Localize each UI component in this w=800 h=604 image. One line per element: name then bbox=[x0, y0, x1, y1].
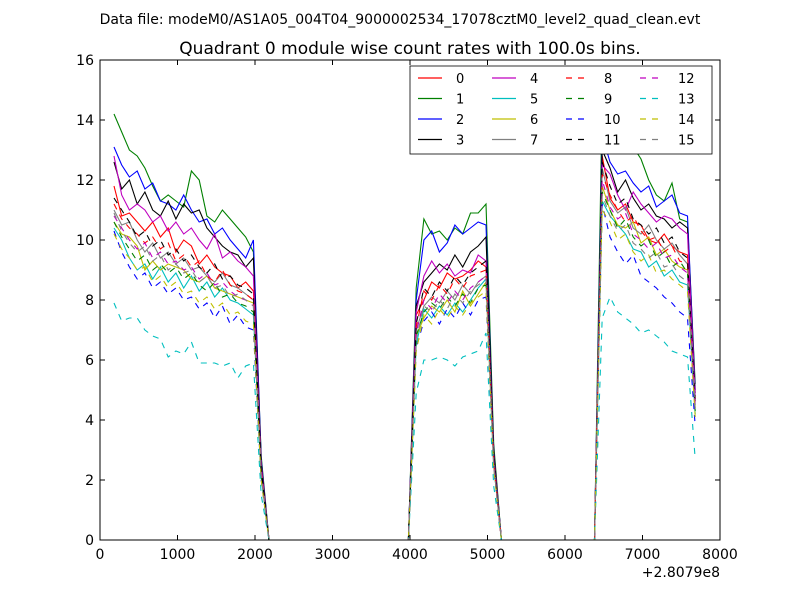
legend-label-8: 8 bbox=[604, 72, 612, 87]
y-tick-label: 10 bbox=[76, 233, 94, 249]
legend-label-4: 4 bbox=[530, 72, 538, 87]
y-tick-label: 4 bbox=[85, 413, 94, 429]
legend-label-6: 6 bbox=[530, 113, 538, 128]
x-tick-label: 5000 bbox=[470, 547, 506, 563]
legend-label-2: 2 bbox=[456, 113, 464, 128]
chart-title: Quadrant 0 module wise count rates with … bbox=[179, 39, 640, 59]
y-tick-label: 2 bbox=[85, 473, 94, 489]
x-tick-label: 1000 bbox=[160, 547, 196, 563]
series-line-9 bbox=[113, 191, 696, 541]
figure-suptitle: Data file: modeM0/AS1A05_004T04_90000025… bbox=[100, 12, 701, 28]
legend-label-14: 14 bbox=[678, 113, 695, 128]
y-tick-label: 12 bbox=[76, 173, 94, 189]
axis-ticks: 0 1000 2000 3000 4000 5000 6000 7000 80000246810… bbox=[76, 53, 738, 563]
legend-label-13: 13 bbox=[678, 93, 695, 108]
legend-box bbox=[409, 65, 713, 155]
legend-label-0: 0 bbox=[456, 72, 464, 87]
x-tick-label: 0 bbox=[96, 547, 105, 563]
y-tick-label: 6 bbox=[85, 353, 94, 369]
x-axis-offset-label: +2.8079e8 bbox=[642, 565, 720, 581]
y-tick-label: 14 bbox=[76, 113, 94, 129]
legend-label-9: 9 bbox=[604, 93, 612, 108]
y-tick-label: 0 bbox=[85, 533, 94, 549]
x-tick-label: 8000 bbox=[702, 547, 738, 563]
legend-label-10: 10 bbox=[604, 113, 621, 128]
x-tick-label: 2000 bbox=[237, 547, 273, 563]
x-tick-label: 3000 bbox=[315, 547, 351, 563]
legend-label-12: 12 bbox=[678, 72, 695, 87]
legend-label-3: 3 bbox=[456, 134, 464, 149]
x-tick-label: 6000 bbox=[547, 547, 583, 563]
legend-label-15: 15 bbox=[678, 134, 695, 149]
x-tick-label: 4000 bbox=[392, 547, 428, 563]
legend-label-11: 11 bbox=[604, 134, 621, 149]
y-tick-label: 8 bbox=[85, 293, 94, 309]
legend-label-1: 1 bbox=[456, 93, 464, 108]
x-tick-label: 7000 bbox=[625, 547, 661, 563]
legend-label-7: 7 bbox=[530, 134, 538, 149]
legend-label-5: 5 bbox=[530, 93, 538, 108]
series-line-8 bbox=[113, 173, 696, 541]
y-tick-label: 16 bbox=[76, 53, 94, 69]
